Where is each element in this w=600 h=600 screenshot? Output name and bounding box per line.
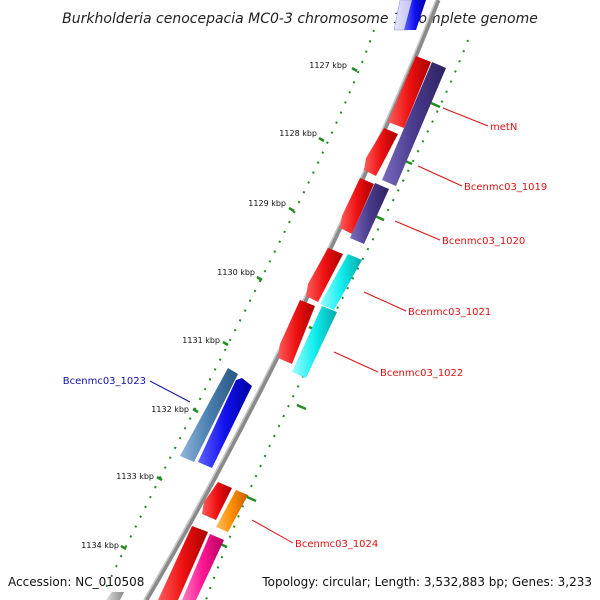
cds-feature	[306, 248, 343, 302]
genome-backbone	[143, 0, 441, 600]
topology-summary: Topology: circular; Length: 3,532,883 bp…	[261, 575, 592, 589]
cds-feature	[182, 534, 224, 600]
map-title: Burkholderia cenocepacia MC0-3 chromosom…	[62, 11, 538, 27]
feature-top-cut	[393, 0, 426, 31]
outer-tick-track	[205, 39, 469, 600]
cds-feature	[202, 482, 232, 520]
cds-features	[158, 56, 446, 600]
label-leaders	[149, 107, 489, 544]
gene-label: Bcenmc03_1020	[442, 236, 525, 247]
cds-feature	[382, 62, 446, 186]
gene-label: Bcenmc03_1021	[408, 307, 491, 318]
cds-feature	[278, 300, 315, 364]
accession-text: Accession: NC_010508	[8, 575, 144, 589]
inner-tick-track	[103, 29, 375, 593]
tick-label: 1131 kbp	[182, 336, 220, 345]
tick-label: 1128 kbp	[279, 129, 317, 138]
gene-labels: metN Bcenmc03_1019 Bcenmc03_1020 Bcenmc0…	[63, 122, 548, 550]
cds-feature	[340, 178, 374, 234]
tick-label: 1133 kbp	[116, 472, 154, 481]
cds-feature	[106, 592, 124, 600]
gene-label: Bcenmc03_1022	[380, 368, 463, 379]
gene-label: metN	[490, 122, 517, 133]
gene-label: Bcenmc03_1019	[464, 182, 547, 193]
cds-feature	[180, 368, 238, 462]
tick-label: 1127 kbp	[309, 61, 347, 70]
cds-feature	[158, 526, 208, 600]
cds-feature	[292, 306, 337, 378]
tick-marks	[120, 66, 358, 551]
cds-feature	[350, 183, 389, 244]
tick-label: 1129 kbp	[248, 199, 286, 208]
cds-feature	[216, 490, 248, 532]
tick-label: 1132 kbp	[151, 405, 189, 414]
cds-feature	[320, 254, 362, 310]
cds-feature	[198, 378, 252, 468]
tick-label: 1134 kbp	[81, 541, 119, 550]
tick-labels: 1127 kbp 1128 kbp 1129 kbp 1130 kbp 1131…	[81, 61, 347, 550]
cds-features-reverse	[106, 368, 252, 600]
cds-feature	[388, 56, 431, 128]
cds-feature	[364, 128, 398, 176]
tick-label: 1130 kbp	[217, 268, 255, 277]
gene-label: Bcenmc03_1024	[295, 539, 378, 550]
gene-label: Bcenmc03_1023	[63, 376, 146, 387]
